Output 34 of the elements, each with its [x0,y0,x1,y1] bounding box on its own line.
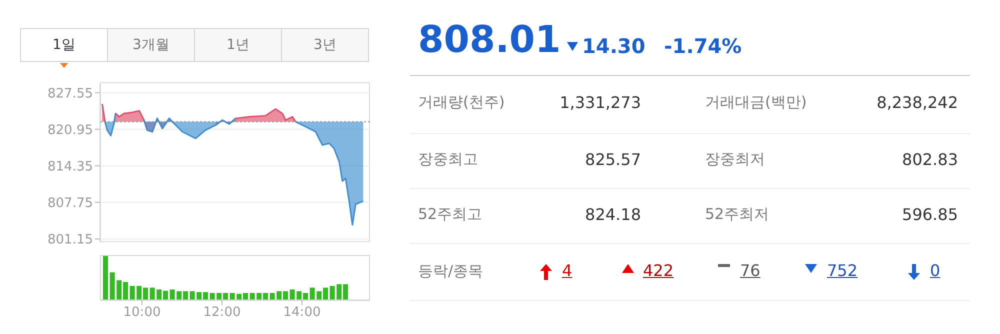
text: 장중최고 [418,150,478,169]
text: 등락/종목 [418,262,484,281]
bar [103,256,108,300]
text: 802.83 [901,150,958,169]
text: 52주최고 [418,205,482,224]
text: -1.74% [664,34,742,58]
text: 825.57 [584,150,641,169]
text: 3개월 [107,28,195,62]
y-tick-label: 820.95 [48,122,93,138]
text: 3년 [281,28,369,62]
text: 8,238,242 [876,93,958,112]
x-tick-label: 12:00 [203,305,241,320]
text: 거래량(천주) [418,93,505,112]
text: 752 [827,261,858,280]
y-tick-label: 801.15 [48,232,93,248]
text: 거래대금(백만) [705,93,807,112]
x-tick-label: 10:00 [123,305,161,320]
text: 808.01 [418,18,561,61]
text: 1,331,273 [560,93,641,112]
text: 52주최저 [705,205,770,224]
text: 장중최저 [705,150,765,169]
y-tick-label: 827.55 [48,86,93,102]
text: 1일 [20,28,108,62]
text: 4 [562,261,572,280]
text: 422 [643,261,674,280]
text: 0 [930,261,940,280]
y-tick-label: 807.75 [48,196,93,212]
text: 14.30 [582,34,646,58]
text: 596.85 [901,205,958,224]
text: 824.18 [584,205,641,224]
text: 1년 [194,28,282,62]
y-tick-label: 814.35 [48,159,93,174]
x-tick-label: 14:00 [283,305,321,320]
text: 76 [740,261,760,280]
